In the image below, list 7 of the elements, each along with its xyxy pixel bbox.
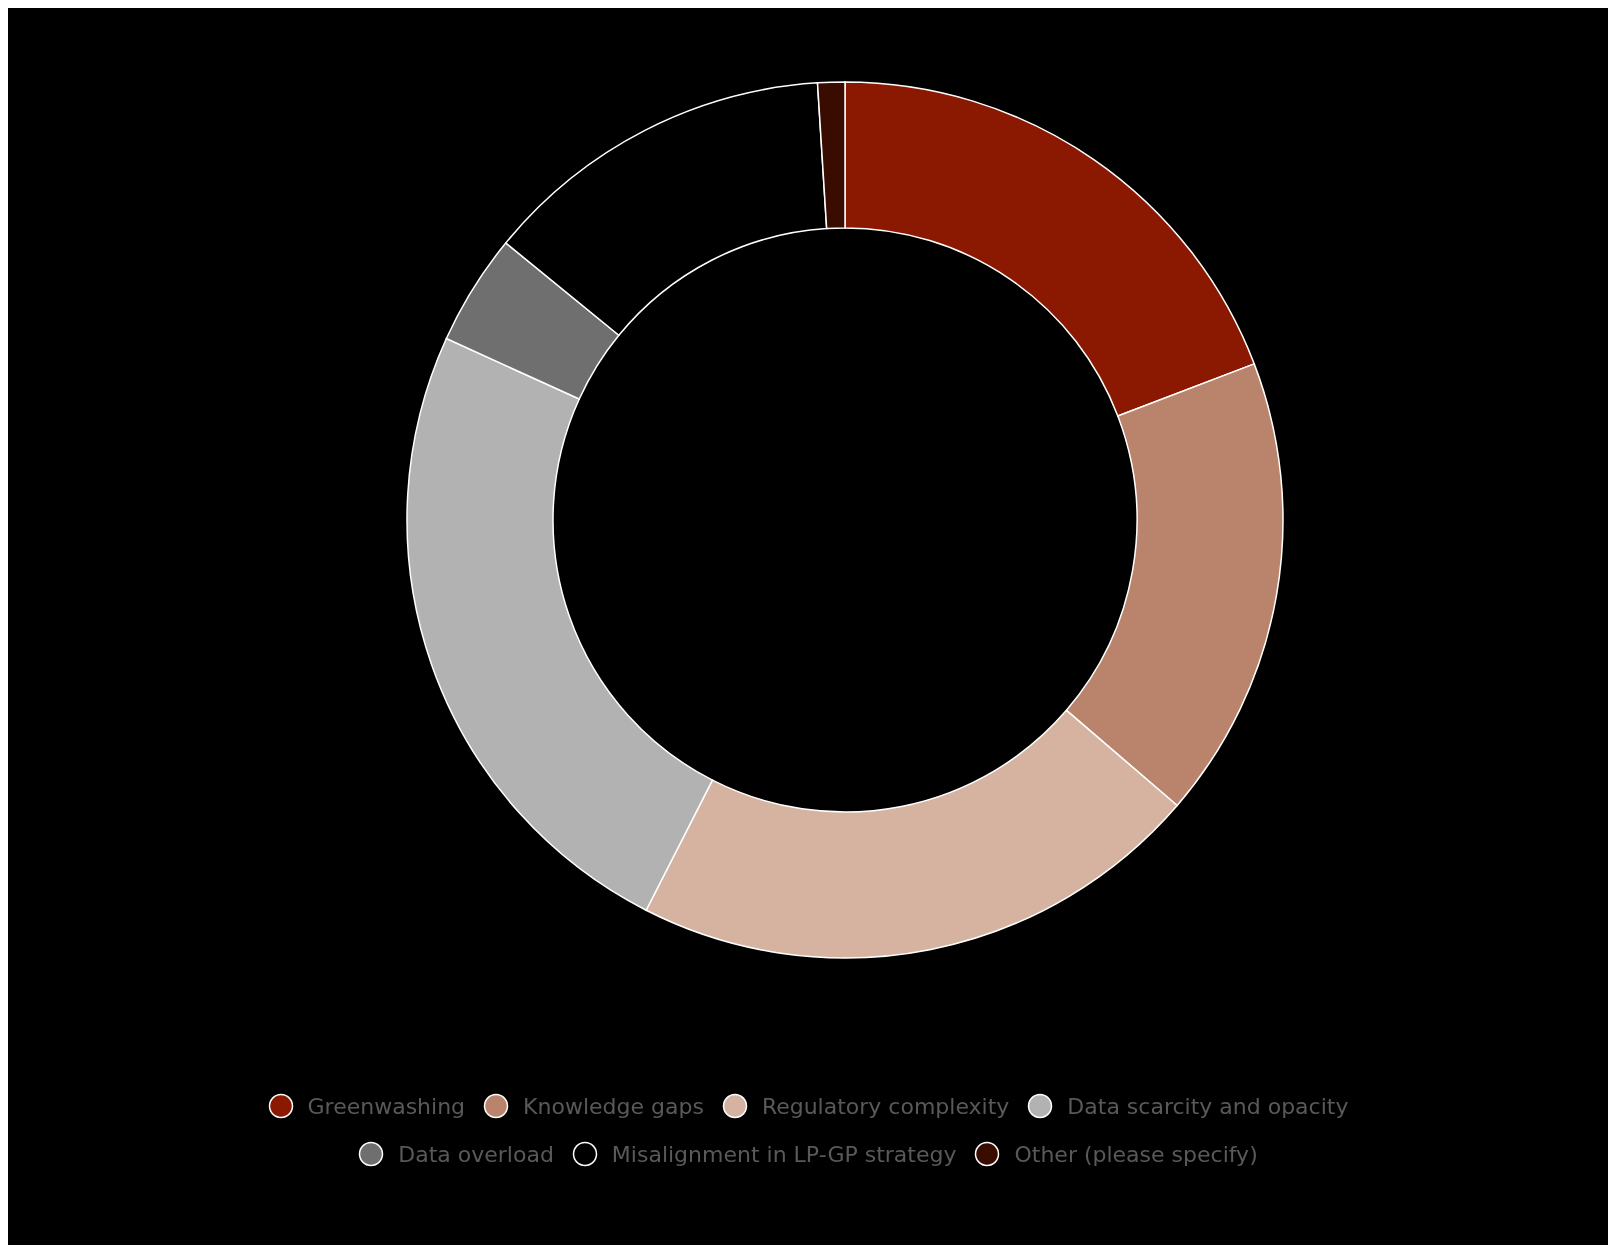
legend-label: Other (please specify): [1014, 1141, 1258, 1167]
legend-label: Data scarcity and opacity: [1067, 1093, 1349, 1119]
legend-label: Greenwashing: [307, 1093, 466, 1119]
legend-label: Data overload: [398, 1141, 554, 1167]
legend-label: Regulatory complexity: [761, 1093, 1010, 1119]
legend-label: Knowledge gaps: [523, 1093, 704, 1119]
legend-label: Misalignment in LP-GP strategy: [611, 1141, 957, 1167]
